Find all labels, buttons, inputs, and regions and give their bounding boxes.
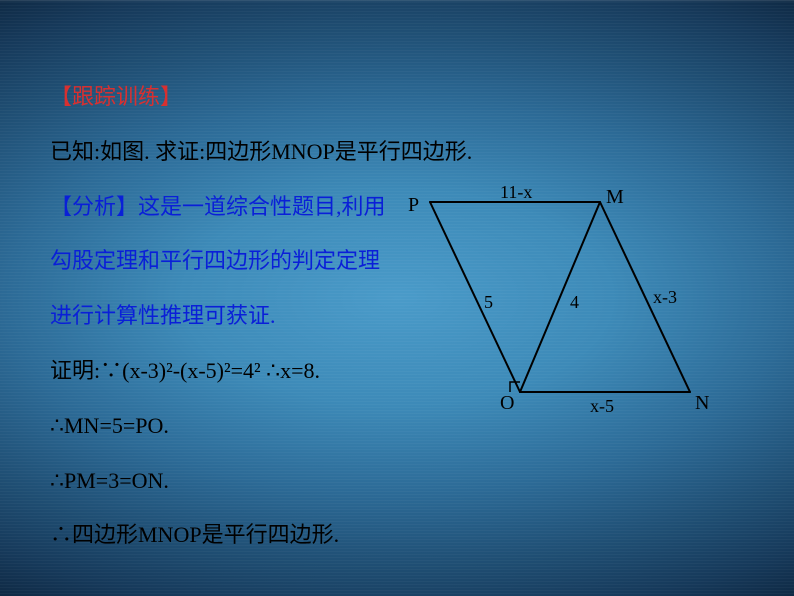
proof-step-1: ∵(x-3)²-(x-5)²=4² ∴x=8. <box>100 358 320 383</box>
vertex-label-n: N <box>695 392 709 415</box>
vertex-label-p: P <box>408 194 419 217</box>
proof-label: 证明: <box>50 358 100 383</box>
analysis-text-1: 这是一道综合性题目,利用 <box>138 194 386 219</box>
analysis-label: 【分析】 <box>50 194 138 219</box>
problem-statement: 已知:如图. 求证:四边形MNOP是平行四边形. <box>50 137 744 168</box>
edge-label-on: x-5 <box>590 396 614 417</box>
edge-label-mo: 4 <box>570 292 579 313</box>
geometry-diagram: P M O N 11-x 5 4 x-3 x-5 <box>400 192 740 432</box>
vertex-label-o: O <box>500 392 514 415</box>
proof-step-3: ∴PM=3=ON. <box>50 466 744 497</box>
proof-step-4: ∴四边形MNOP是平行四边形. <box>50 520 744 551</box>
heading: 【跟踪训练】 <box>50 82 744 113</box>
vertex-label-m: M <box>606 186 624 209</box>
edge-label-pm: 11-x <box>500 182 532 203</box>
edge-label-mn: x-3 <box>653 287 677 308</box>
edge-label-po: 5 <box>484 292 493 313</box>
